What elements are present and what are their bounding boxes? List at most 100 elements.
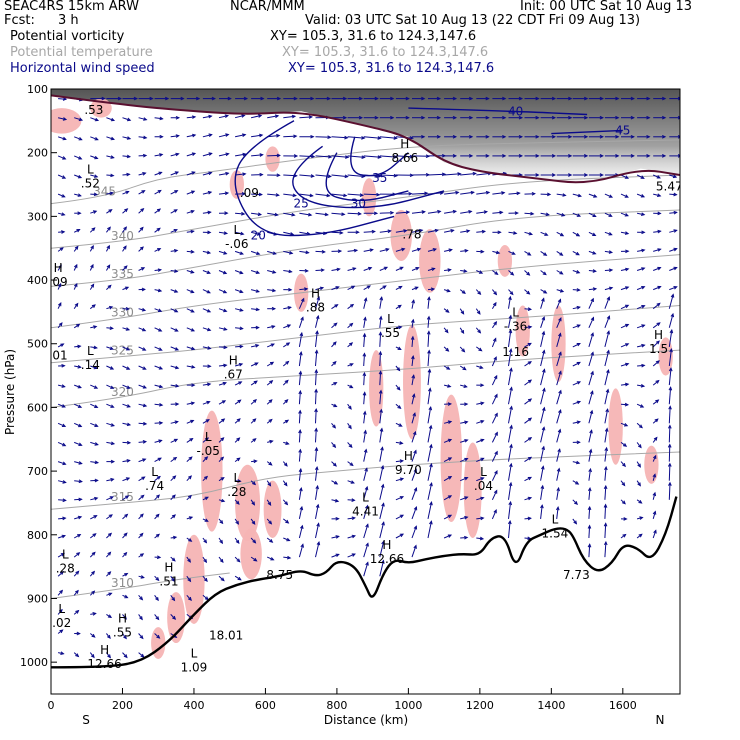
wind-vector-head [381, 559, 385, 564]
pv-extremum-kind: L [87, 162, 94, 176]
pv-extremum-value: .67 [224, 367, 243, 381]
wind-vector-head [464, 420, 469, 425]
wind-vector [331, 498, 340, 503]
wind-vector-head [61, 423, 67, 427]
wind-vector [492, 270, 499, 275]
wind-vector-head [334, 498, 340, 503]
wind-vector-head [77, 515, 83, 520]
wind-vector [411, 412, 416, 424]
wind-vector [524, 115, 540, 120]
wind-vector-shaft [540, 427, 545, 443]
wind-vector [443, 514, 453, 520]
wind-vector-shaft [250, 231, 261, 235]
wind-vector-shaft [234, 308, 243, 312]
wind-vector [138, 208, 145, 214]
wind-vector-shaft [427, 173, 446, 176]
wind-vector [363, 542, 369, 558]
wind-vector [444, 402, 453, 406]
wind-vector-shaft [363, 155, 381, 158]
wind-vector [154, 327, 163, 332]
wind-vector-shaft [267, 343, 275, 348]
wind-vector-head [389, 210, 395, 215]
wind-vector-shaft [74, 441, 82, 446]
wind-vector-shaft [604, 193, 613, 198]
wind-vector [476, 516, 485, 521]
wind-vector [138, 346, 147, 351]
wind-vector [491, 321, 498, 329]
wind-vector-head [315, 484, 319, 490]
wind-vector-head [348, 425, 352, 430]
wind-vector [251, 153, 264, 157]
wind-vector-head [494, 431, 498, 436]
wind-vector-head [419, 228, 424, 233]
wind-vector-head [656, 322, 661, 327]
wind-vector-shaft [267, 250, 276, 255]
wind-vector-shaft [186, 116, 196, 119]
wind-vector [379, 136, 398, 140]
wind-vector-head [590, 370, 594, 375]
wind-vector [218, 418, 226, 424]
wind-vector [347, 498, 356, 502]
wind-vector-shaft [315, 315, 319, 328]
wind-vector-head [493, 509, 497, 514]
wind-vector-shaft [202, 401, 210, 405]
wind-vector-head [327, 135, 332, 140]
wind-vector-shaft [315, 269, 324, 271]
wind-vector-head [493, 374, 498, 380]
wind-vector-shaft [411, 450, 417, 462]
wind-vector-shaft [186, 134, 196, 138]
wind-vector-head [109, 346, 115, 350]
wind-vector-head [175, 365, 180, 370]
wind-vector-shaft [652, 530, 657, 539]
wind-vector-head [159, 402, 164, 407]
wind-vector-head [298, 409, 302, 414]
wind-vector-shaft [604, 428, 608, 443]
wind-vector-head [224, 191, 230, 196]
wind-vector-head [203, 577, 208, 582]
wind-vector [73, 534, 82, 539]
wind-vector-head [351, 534, 357, 539]
wind-vector [379, 115, 395, 120]
wind-vector-head [527, 325, 533, 330]
wind-vector-head [393, 155, 398, 159]
org-label: NCAR/MMM [230, 0, 305, 14]
wind-vector [154, 288, 163, 293]
wind-vector [604, 315, 611, 328]
wind-vector [57, 264, 62, 271]
wind-vector-head [77, 404, 83, 408]
wind-vector [508, 115, 524, 120]
wind-vector-head [413, 487, 418, 492]
pv-extremum: .53 [84, 103, 103, 117]
wind-vector [637, 230, 646, 235]
wind-vector [154, 633, 161, 639]
wind-vector-shaft [476, 439, 484, 443]
wind-vector [653, 229, 662, 234]
wind-vector [427, 267, 436, 271]
wind-vector-head [641, 324, 646, 328]
wind-vector-shaft [588, 333, 594, 348]
wind-vector [540, 368, 546, 386]
wind-vector [235, 152, 247, 157]
wind-vector [476, 270, 484, 274]
wind-vector-head [155, 533, 161, 538]
wind-speed-contour [234, 120, 395, 237]
wind-vector-head [299, 505, 304, 511]
wind-vector-head [427, 296, 431, 301]
wind-vector-head [94, 442, 99, 446]
wind-vector-head [77, 384, 82, 389]
wind-vector-head [396, 386, 401, 391]
wind-vector [604, 330, 610, 348]
wind-vector [122, 495, 130, 501]
wind-vector-shaft [170, 135, 179, 138]
wind-vector [556, 115, 573, 120]
wind-vector-head [110, 136, 116, 141]
wind-vector-shaft [556, 193, 566, 196]
wind-vector [251, 192, 263, 197]
wind-vector-shaft [235, 153, 246, 157]
wind-vector-head [535, 115, 540, 120]
wind-vector-shaft [90, 403, 98, 408]
wind-vector-shaft [653, 230, 661, 233]
wind-vector-head [542, 271, 547, 276]
wind-vector [331, 382, 338, 386]
pv-extremum-kind: L [480, 465, 487, 479]
